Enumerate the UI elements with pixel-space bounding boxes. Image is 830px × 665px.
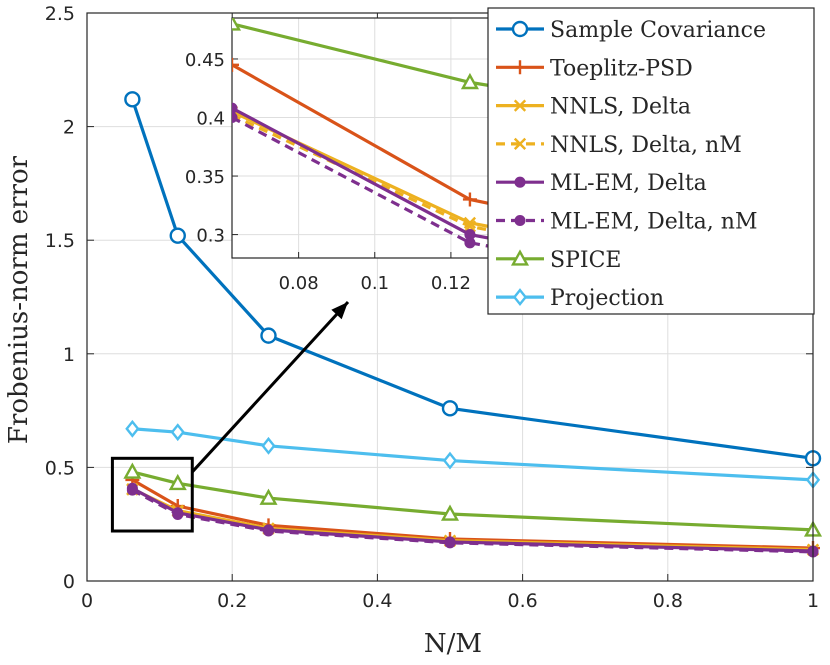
legend-entry: ML-EM, Delta, nM	[496, 210, 757, 235]
series-7	[125, 419, 821, 489]
x-tick-label: 0	[81, 590, 93, 612]
data-point	[168, 473, 187, 491]
inset-series-4	[232, 102, 508, 244]
series-line	[131, 488, 814, 552]
inset-series-1	[232, 57, 508, 210]
legend-marker	[513, 137, 527, 150]
data-point	[126, 484, 138, 496]
inset-series	[232, 18, 508, 252]
legend-marker	[512, 288, 528, 307]
x-tick-label: 0.4	[362, 590, 392, 612]
data-point	[125, 419, 140, 438]
zoom-arrow	[191, 300, 350, 473]
legend-label: ML-EM, Delta, nM	[550, 210, 757, 235]
series-line	[132, 427, 814, 482]
legend-label: NNLS, Delta	[550, 95, 691, 120]
y-tick-label: 0.5	[45, 457, 75, 479]
zoom-arrow-head	[331, 302, 348, 320]
inset-data-point	[464, 237, 476, 249]
legend-marker	[510, 249, 530, 266]
data-point	[169, 227, 186, 244]
data-point	[444, 537, 456, 549]
main-series	[123, 91, 823, 558]
legend-marker	[513, 60, 527, 75]
y-tick-label: 1	[63, 344, 75, 366]
inset-x-tick-label: 0.12	[431, 273, 471, 294]
inset-series-5	[232, 111, 508, 252]
inset-data-point	[232, 18, 242, 31]
y-axis-label: Frobenius-norm error	[4, 155, 34, 444]
data-point	[441, 400, 459, 417]
inset-data-point	[232, 111, 238, 124]
legend-entry: Projection	[496, 286, 664, 311]
data-point	[124, 91, 141, 108]
data-point	[259, 488, 278, 505]
inset-x-tick-label: 0.08	[279, 273, 319, 294]
legend-entry: NNLS, Delta	[496, 95, 691, 120]
x-axis-label: N/M	[424, 629, 482, 659]
inset-y-tick-label: 0.45	[185, 50, 225, 71]
inset-data-point	[232, 57, 239, 72]
y-tick-label: 2	[63, 117, 75, 139]
legend-entry: NNLS, Delta, nM	[496, 133, 742, 158]
legend-entry: Toeplitz-PSD	[496, 56, 693, 81]
legend-marker	[513, 99, 527, 112]
legend-box	[487, 7, 815, 315]
legend-label: SPICE	[550, 248, 621, 273]
inset-data-point	[462, 192, 477, 207]
inset-y-tick-label: 0.35	[185, 167, 225, 188]
inset-x-tick-label: 0.1	[360, 273, 389, 294]
legend-label: NNLS, Delta, nM	[550, 133, 742, 158]
legend-entry: SPICE	[496, 248, 621, 273]
legend-marker	[514, 176, 526, 188]
legend-marker	[511, 20, 529, 38]
legend-label: Projection	[550, 286, 664, 311]
inset-plot: 0.08 0.1 0.12 0.3 0.35 0.4 0.45	[185, 17, 509, 294]
x-tick-label: 0.2	[217, 590, 247, 612]
inset-data-point	[232, 102, 238, 114]
y-tick-label: 1.5	[45, 230, 75, 252]
legend: Sample Covariance Toeplitz-PSD NNLS, Delta…	[487, 7, 815, 315]
inset-series-6	[232, 18, 508, 91]
series-0	[124, 91, 822, 467]
x-tick-label: 0.8	[653, 590, 683, 612]
legend-label: Toeplitz-PSD	[550, 56, 693, 81]
series-5	[126, 484, 819, 558]
y-tick-label: 2.5	[45, 3, 75, 25]
inset-data-point	[460, 72, 479, 90]
data-point	[262, 525, 275, 537]
legend-entry: ML-EM, Delta	[496, 171, 707, 196]
zoom-box	[110, 456, 194, 533]
y-tick-label: 0	[63, 571, 75, 593]
x-tick-label: 1	[807, 590, 819, 612]
legend-label: ML-EM, Delta	[550, 171, 707, 196]
inset-y-tick-label: 0.4	[196, 109, 225, 130]
inset-y-tick-label: 0.3	[196, 226, 225, 247]
legend-label: Sample Covariance	[550, 18, 766, 43]
x-tick-label: 0.6	[507, 590, 537, 612]
data-point	[172, 508, 184, 520]
data-point	[170, 423, 185, 442]
data-point	[442, 451, 458, 470]
legend-entry: Sample Covariance	[496, 18, 766, 43]
data-point	[440, 504, 460, 521]
data-point	[123, 462, 142, 479]
data-point	[261, 436, 276, 455]
data-point	[260, 327, 277, 344]
inset-data-point	[463, 220, 477, 233]
zoom-annotation	[110, 300, 350, 533]
legend-marker	[514, 214, 526, 227]
